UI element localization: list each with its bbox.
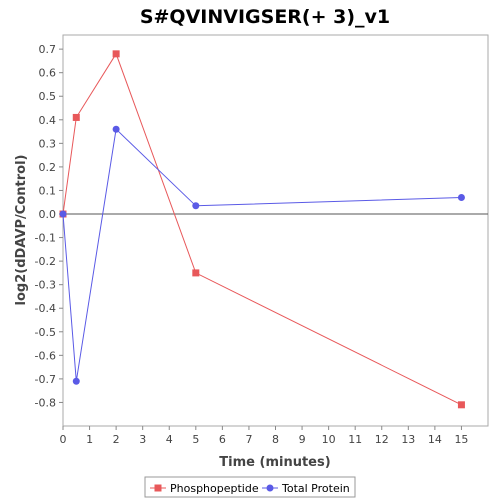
data-point [72,377,80,385]
y-tick-label: -0.5 [35,326,56,339]
y-tick-label: -0.2 [35,255,56,268]
y-tick-label: -0.4 [35,302,56,315]
y-tick-label: -0.7 [35,373,56,386]
y-tick-label: -0.3 [35,279,56,292]
x-tick-label: 0 [60,433,67,446]
y-tick-label: 0.0 [39,208,57,221]
legend-label-1: Phosphopeptide [170,482,259,495]
x-tick-label: 6 [219,433,226,446]
legend-marker-square [154,484,162,492]
x-tick-label: 14 [428,433,442,446]
y-axis-label: log2(dDAVP/Control) [14,155,29,306]
legend-box [144,476,356,498]
y-tick-label: 0.3 [39,137,57,150]
data-point [457,401,465,409]
x-tick-label: 1 [86,433,93,446]
x-tick-label: 7 [245,433,252,446]
x-tick-label: 5 [192,433,199,446]
x-tick-label: 10 [322,433,336,446]
legend-marker-circle [266,484,274,492]
chart-title: S#QVINVIGSER(+ 3)_v1 [140,6,390,28]
data-point [72,113,80,121]
y-tick-label: 0.5 [39,90,57,103]
plot-area [62,34,489,427]
y-tick-label: -0.6 [35,349,56,362]
x-tick-label: 8 [272,433,279,446]
x-tick-label: 11 [348,433,362,446]
y-tick-label: 0.4 [39,114,57,127]
data-point [59,210,67,218]
y-tick-label: -0.1 [35,232,56,245]
data-point [457,194,465,202]
x-axis-label: Time (minutes) [219,455,330,470]
y-tick-label: 0.1 [39,184,57,197]
x-tick-label: 4 [166,433,173,446]
data-point [112,50,120,58]
data-point [112,125,120,133]
x-tick-label: 12 [375,433,389,446]
y-tick-label: 0.2 [39,161,57,174]
legend-label-2: Total Protein [281,482,350,495]
x-tick-label: 13 [401,433,415,446]
x-tick-label: 3 [139,433,146,446]
x-tick-label: 9 [299,433,306,446]
x-tick-label: 2 [113,433,120,446]
data-point [192,269,200,277]
y-tick-label: 0.7 [39,43,57,56]
data-point [192,202,200,210]
x-tick-label: 15 [454,433,468,446]
y-tick-label: 0.6 [39,67,57,80]
y-tick-label: -0.8 [35,396,56,409]
